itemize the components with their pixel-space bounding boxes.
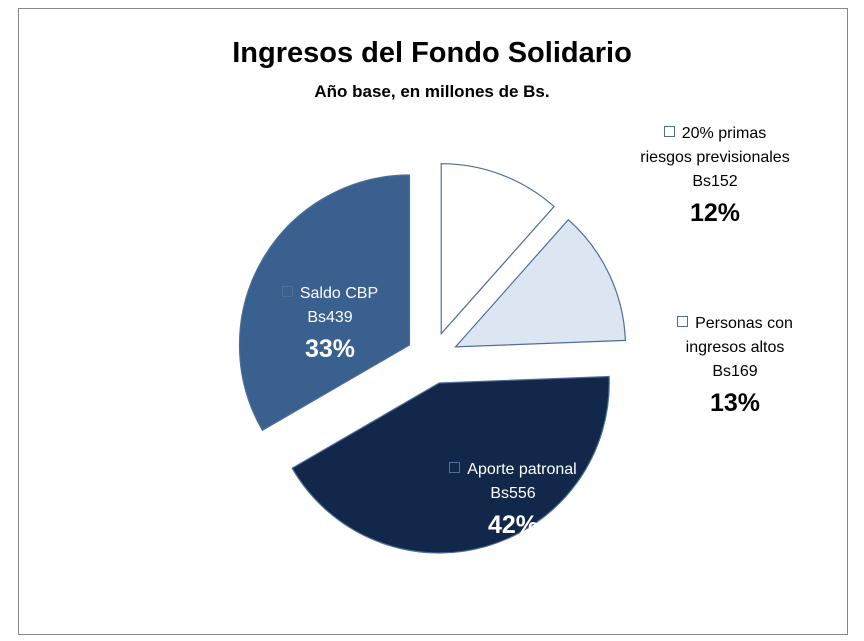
slice-value: Bs556: [490, 485, 536, 502]
pie-slice: [440, 163, 555, 336]
slice-percent: 13%: [709, 389, 761, 417]
slice-name: Saldo CBP: [245, 282, 415, 306]
slice-value: Bs169: [712, 363, 758, 380]
chart-subtitle: Año base, en millones de Bs.: [314, 82, 549, 101]
slice-value: Bs152: [692, 173, 738, 190]
chart-title: Ingresos del Fondo Solidario: [232, 37, 632, 69]
slice-value: Bs439: [307, 309, 353, 326]
slice-name: Personas con ingresos altos: [655, 312, 815, 360]
pie-slice: [454, 218, 627, 348]
slice-label: Saldo CBP Bs439 33%: [245, 282, 415, 368]
slice-name: Aporte patronal: [418, 458, 608, 482]
slice-percent: 42%: [487, 511, 539, 539]
slice-name: 20% primas riesgos previsionales: [640, 122, 790, 170]
slice-label: Personas con ingresos altos Bs169 13%: [655, 312, 815, 422]
slice-percent: 12%: [689, 199, 741, 227]
slice-percent: 33%: [304, 335, 356, 363]
slice-label: 20% primas riesgos previsionales Bs152 12%: [640, 122, 790, 232]
slice-label: Aporte patronal Bs556 42%: [418, 458, 608, 544]
